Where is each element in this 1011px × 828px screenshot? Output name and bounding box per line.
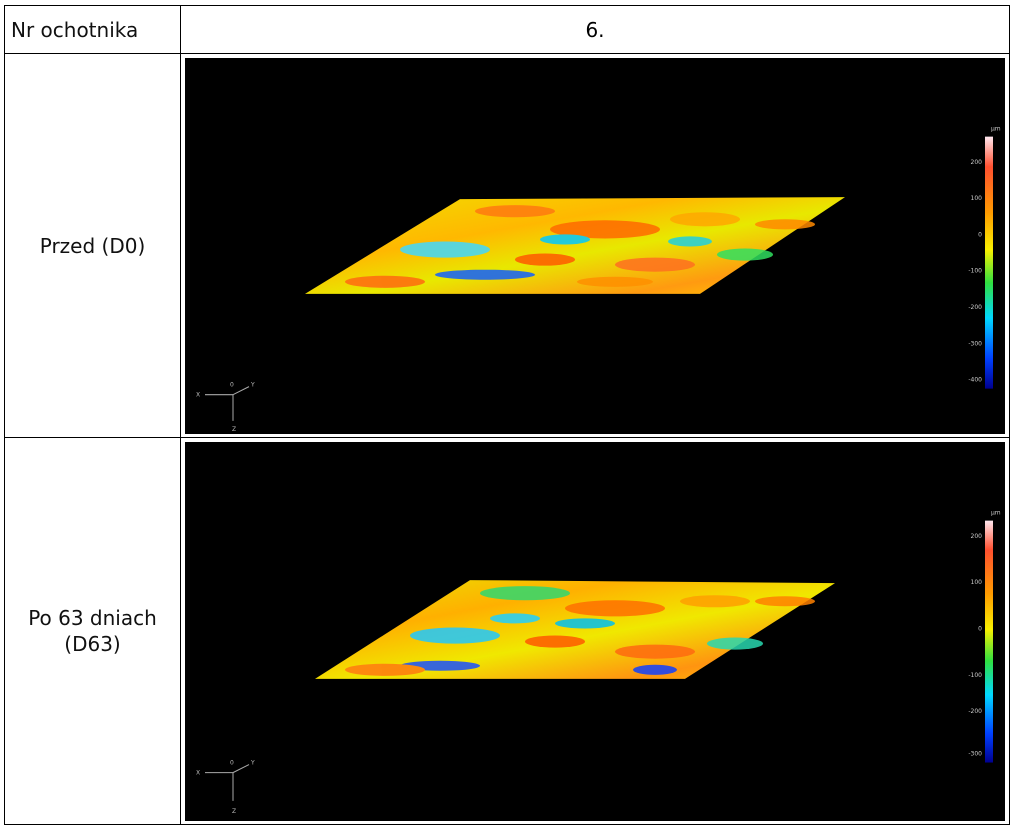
surface-3d-render-before: µm 200 100 0 -100 -200 -300 -400 xyxy=(196,126,1001,433)
scale-tick-label: -400 xyxy=(968,377,982,384)
scale-tick-label: 100 xyxy=(971,579,983,586)
row-before: Przed (D0) xyxy=(4,53,1010,438)
header-row: Nr ochotnika 6. xyxy=(4,5,1010,54)
scale-tick-label: 200 xyxy=(971,533,983,540)
row-after-label-line1: Po 63 dniach xyxy=(28,606,157,630)
axis-z-label: Z xyxy=(232,808,236,815)
surface-texture xyxy=(345,586,815,676)
surface-scan-after: µm 200 100 0 -100 -200 -300 xyxy=(185,442,1005,821)
surface-texture xyxy=(345,205,815,288)
scale-tick-label: -100 xyxy=(968,268,982,275)
row-after: Po 63 dniach (D63) xyxy=(4,437,1010,825)
scale-unit: µm xyxy=(991,126,1001,133)
axis-origin-label: 0 xyxy=(230,382,234,389)
volunteer-number-value: 6. xyxy=(180,5,1010,54)
axis-y-label: Y xyxy=(250,382,255,389)
scale-gradient xyxy=(985,520,993,763)
axes-triad xyxy=(205,386,250,421)
scale-tick-label: 0 xyxy=(978,231,982,238)
axis-x-label: X xyxy=(196,392,200,399)
scale-tick-label: 0 xyxy=(978,625,982,632)
surface-3d-render-after: µm 200 100 0 -100 -200 -300 xyxy=(196,510,1001,815)
row-after-image-cell: µm 200 100 0 -100 -200 -300 xyxy=(180,437,1010,825)
scale-tick-label: -100 xyxy=(968,672,982,679)
row-before-image-cell: µm 200 100 0 -100 -200 -300 -400 xyxy=(180,53,1010,438)
axes-triad xyxy=(205,764,250,801)
surface-scan-before: µm 200 100 0 -100 -200 -300 -400 xyxy=(185,58,1005,434)
scale-gradient xyxy=(985,136,993,389)
axis-origin-label: 0 xyxy=(230,760,234,767)
row-after-label-line2: (D63) xyxy=(64,632,121,656)
volunteer-number-label: Nr ochotnika xyxy=(4,5,181,54)
row-after-label: Po 63 dniach (D63) xyxy=(4,437,181,825)
row-before-label: Przed (D0) xyxy=(4,53,181,438)
scale-tick-label: -200 xyxy=(968,304,982,311)
results-table: Nr ochotnika 6. Przed (D0) xyxy=(4,5,1010,825)
axis-y-label: Y xyxy=(250,760,255,767)
axis-z-label: Z xyxy=(232,426,236,433)
color-scale-bar: µm 200 100 0 -100 -200 -300 -400 xyxy=(968,126,1001,389)
scale-tick-label: 100 xyxy=(971,195,983,202)
scale-tick-label: -300 xyxy=(968,750,982,757)
scale-tick-label: 200 xyxy=(971,159,983,166)
axis-x-label: X xyxy=(196,770,200,777)
color-scale-bar: µm 200 100 0 -100 -200 -300 xyxy=(968,510,1001,763)
scale-tick-label: -300 xyxy=(968,340,982,347)
scale-tick-label: -200 xyxy=(968,708,982,715)
scale-unit: µm xyxy=(991,510,1001,517)
